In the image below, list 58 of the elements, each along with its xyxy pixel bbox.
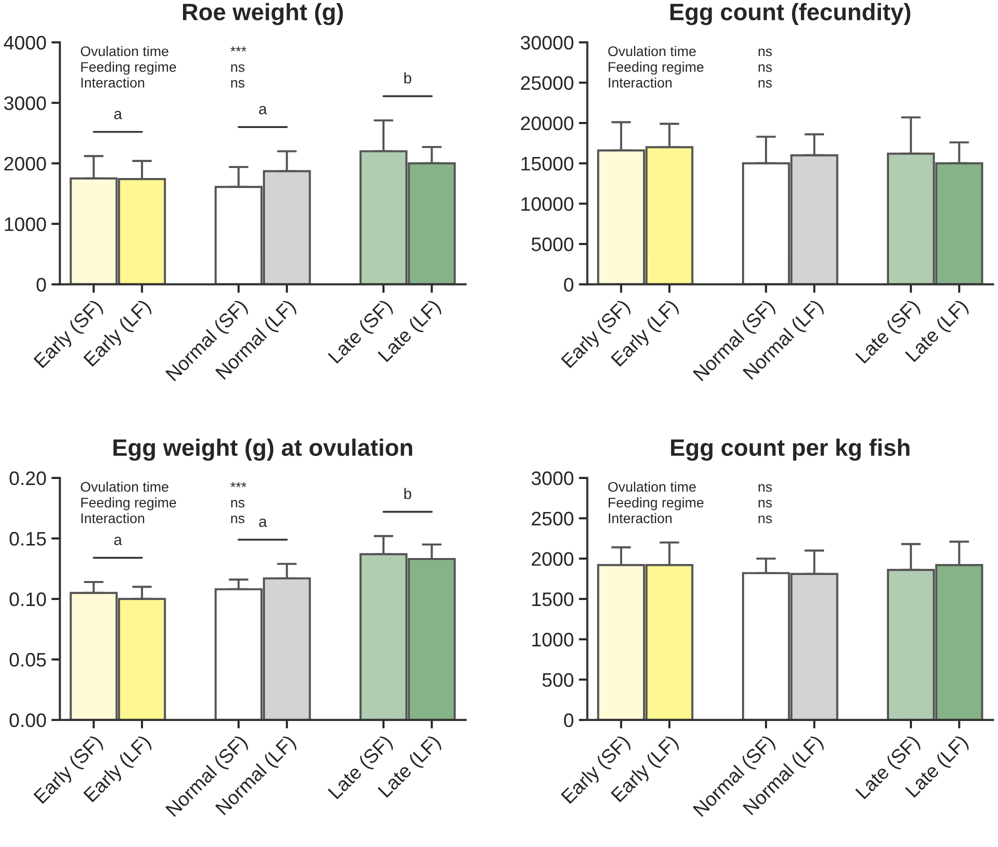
y-tick-label: 1000 [532,632,574,647]
y-tick-label: 0 [36,278,46,292]
y-tick-label: 3000 [532,471,574,486]
annotation: Interaction [81,77,144,88]
annotation: ns [758,64,772,72]
chart-title: Egg count (fecundity) [670,3,910,26]
annotation: ns [231,516,244,524]
annotation: *** [230,46,246,52]
y-tick-label: 0 [564,713,574,728]
chart-title: Egg count per kg fish [671,438,910,461]
annotation: ns [758,80,772,88]
annotation: Interaction [81,513,144,524]
y-tick-label: 25000 [521,76,574,90]
y-tick-label: 20000 [521,116,574,130]
y-tick-label: 5000 [532,237,574,252]
y-tick-label: 500 [542,673,574,687]
annotation: Ovulation time [608,482,696,492]
annotation: Ovulation time [608,46,696,56]
annotation: Ovulation time [80,482,168,492]
y-tick-label: 0.05 [10,652,46,667]
annotation: b [404,72,412,84]
annotation: ns [758,484,772,492]
y-tick-label: 30000 [520,36,574,50]
annotation: Feeding regime [81,62,176,75]
annotation: a [259,106,267,114]
annotation: Feeding regime [81,497,176,510]
y-tick-label: 0.20 [10,471,46,486]
y-tick-label: 0.10 [10,592,46,606]
annotation: ns [758,500,772,508]
y-tick-label: 0.00 [10,713,46,728]
chart-title: Egg weight (g) at ovulation [113,438,412,461]
annotation: b [404,488,412,500]
annotation: ns [231,64,244,72]
y-tick-label: 0 [564,278,574,292]
annotation: Feeding regime [608,62,704,75]
y-tick-label: 15000 [522,156,574,171]
annotation: Interaction [608,513,672,524]
annotation: ns [758,516,772,524]
annotation: ns [231,500,244,508]
chart-title: Roe weight (g) [183,3,343,26]
y-tick-label: 4000 [4,36,46,50]
annotation: ns [231,80,244,88]
y-tick-label: 0.15 [10,532,46,546]
annotation: ns [758,48,772,56]
annotation: a [259,518,267,527]
y-tick-label: 3000 [4,96,46,110]
annotation: Feeding regime [608,497,704,510]
annotation: a [114,110,122,120]
y-tick-label: 10000 [522,197,574,211]
annotation: Ovulation time [80,46,168,56]
y-tick-label: 1000 [4,217,46,232]
y-tick-label: 1500 [532,592,574,606]
annotation: *** [230,482,246,487]
y-tick-label: 2500 [532,512,574,526]
annotation: Interaction [608,77,672,88]
annotation: a [114,536,122,546]
y-tick-label: 2000 [4,156,46,171]
y-tick-label: 2000 [532,552,574,566]
